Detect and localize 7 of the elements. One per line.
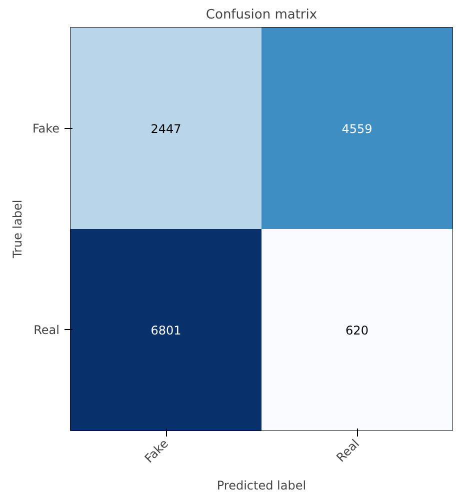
data-label: 4559 <box>342 122 372 136</box>
data-label: 620 <box>346 323 368 338</box>
data-label: 6801 <box>150 323 182 338</box>
y-axis-title: True label <box>10 200 24 260</box>
data-label: 2447 <box>150 122 182 136</box>
x-axis-title: Predicted label <box>216 478 306 493</box>
chart-title: Confusion matrix <box>206 8 318 22</box>
